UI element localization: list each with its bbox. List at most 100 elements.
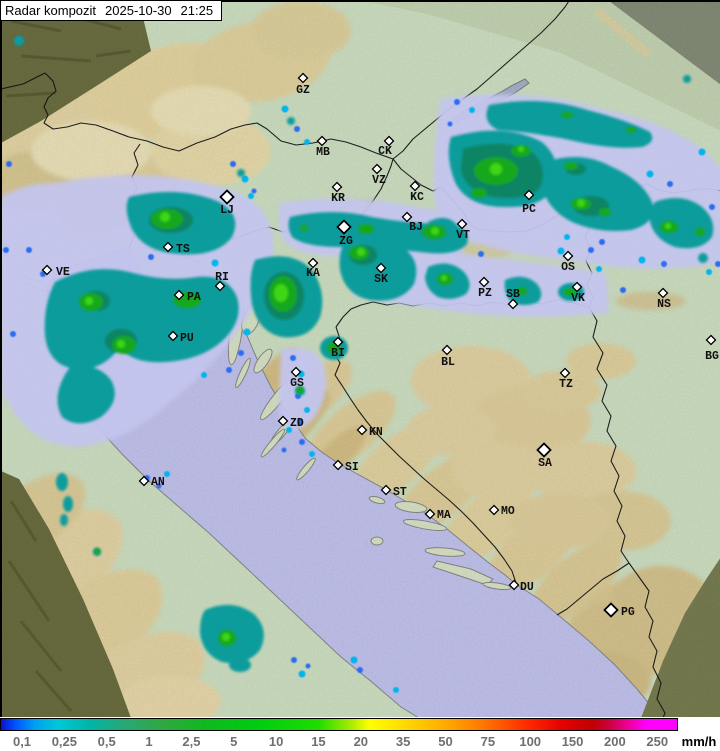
scale-tick: 15 bbox=[311, 734, 326, 749]
city-marker-VZ: VZ bbox=[371, 163, 386, 187]
scale-tick: 75 bbox=[480, 734, 496, 749]
city-label: PU bbox=[180, 332, 194, 345]
scale-tick: 200 bbox=[604, 734, 626, 749]
city-label: LJ bbox=[220, 204, 234, 217]
station-diamond-icon bbox=[536, 442, 552, 458]
city-label: DU bbox=[520, 581, 534, 594]
city-label: BI bbox=[331, 347, 345, 360]
city-label: KN bbox=[369, 426, 383, 439]
scale-tick: 35 bbox=[395, 734, 411, 749]
city-marker-PU: PU bbox=[167, 330, 194, 345]
city-marker-ZD: ZD bbox=[277, 415, 304, 430]
scale-tick: 50 bbox=[438, 734, 453, 749]
scale-tick: 150 bbox=[561, 734, 584, 749]
scale-tick: 20 bbox=[353, 734, 369, 749]
scale-tick: 100 bbox=[519, 734, 542, 749]
city-label: ZD bbox=[290, 417, 304, 430]
city-marker-GS: GS bbox=[290, 366, 304, 390]
station-diamond-icon bbox=[456, 218, 468, 230]
city-label: SB bbox=[506, 288, 520, 301]
station-diamond-icon bbox=[277, 415, 289, 427]
scale-tick: 2,5 bbox=[182, 734, 201, 749]
city-label: MB bbox=[316, 146, 330, 159]
station-diamond-icon bbox=[316, 135, 328, 147]
station-diamond-icon bbox=[657, 287, 669, 299]
city-marker-KA: KA bbox=[306, 257, 320, 280]
city-marker-ZG: ZG bbox=[336, 219, 353, 248]
city-label: SI bbox=[345, 461, 359, 474]
city-label: BJ bbox=[409, 221, 423, 234]
city-marker-KN: KN bbox=[356, 424, 383, 439]
station-diamond-icon bbox=[290, 366, 302, 378]
city-marker-BI: BI bbox=[331, 336, 345, 360]
station-diamond-icon bbox=[167, 330, 179, 342]
radar-map-canvas: VE TS LJ GZ MB KR CK VZ KC BJ VT PC ZG KA SK OS PZ SB VK NS… bbox=[1, 1, 720, 718]
station-diamond-icon bbox=[409, 180, 421, 192]
radar-map: VE TS LJ GZ MB KR CK VZ KC BJ VT PC ZG KA SK OS PZ SB VK NS… bbox=[0, 0, 720, 718]
station-diamond-icon bbox=[603, 602, 619, 618]
city-marker-GZ: GZ bbox=[296, 72, 310, 97]
station-diamond-icon bbox=[424, 508, 436, 520]
city-marker-LJ: LJ bbox=[219, 189, 235, 217]
scale-tick: 0,25 bbox=[51, 734, 77, 749]
city-marker-MB: MB bbox=[316, 135, 330, 159]
city-label: ZG bbox=[339, 235, 353, 248]
city-label: SA bbox=[538, 457, 552, 470]
city-marker-BL: BL bbox=[441, 344, 455, 369]
city-marker-NS: NS bbox=[657, 287, 671, 311]
station-diamond-icon bbox=[41, 264, 53, 276]
city-marker-AN: AN bbox=[138, 475, 165, 489]
app-title: Radar kompozit bbox=[5, 3, 97, 18]
city-marker-TZ: TZ bbox=[559, 367, 573, 391]
city-marker-CK: CK bbox=[378, 135, 395, 158]
city-marker-MA: MA bbox=[424, 508, 451, 522]
city-label: AN bbox=[151, 476, 165, 489]
city-label: KA bbox=[306, 267, 320, 280]
city-label: SK bbox=[374, 273, 388, 286]
city-marker-PG: PG bbox=[603, 602, 635, 619]
city-marker-VK: VK bbox=[571, 281, 585, 305]
station-diamond-icon bbox=[507, 298, 519, 310]
composite-time: 21:25 bbox=[180, 3, 214, 18]
station-diamond-icon bbox=[331, 181, 343, 193]
city-marker-SA: SA bbox=[536, 442, 552, 470]
city-label: TZ bbox=[559, 378, 573, 391]
city-marker-VE: VE bbox=[41, 264, 70, 279]
station-diamond-icon bbox=[375, 262, 387, 274]
city-label: MO bbox=[501, 505, 515, 518]
station-diamond-icon bbox=[562, 250, 574, 262]
station-diamond-icon bbox=[383, 135, 395, 147]
station-diamond-icon bbox=[571, 281, 583, 293]
title-bar: Radar kompozit 2025-10-30 21:25 bbox=[1, 1, 223, 21]
station-diamond-icon bbox=[508, 579, 520, 591]
city-label: RI bbox=[215, 271, 229, 284]
city-label: VT bbox=[456, 229, 470, 242]
city-label: VZ bbox=[372, 174, 386, 187]
station-diamond-icon bbox=[488, 504, 500, 516]
city-marker-DU: DU bbox=[508, 579, 534, 594]
scale-tick: 5 bbox=[230, 734, 238, 749]
city-label: BL bbox=[441, 356, 455, 369]
intensity-legend: 0,1 0,25 0,5 1 2,5 5 10 15 20 35 50 75 100 150 200 250 … bbox=[0, 717, 720, 751]
city-marker-PA: PA bbox=[173, 289, 201, 304]
station-diamond-icon bbox=[523, 189, 535, 201]
station-diamond-icon bbox=[297, 72, 309, 84]
scale-tick: 10 bbox=[268, 734, 284, 749]
scale-tick: 1 bbox=[145, 734, 153, 749]
city-label: OS bbox=[561, 261, 575, 274]
station-diamond-icon bbox=[336, 219, 352, 235]
city-marker-RI: RI bbox=[214, 271, 229, 292]
station-diamond-icon bbox=[559, 367, 571, 379]
city-marker-SB: SB bbox=[506, 288, 520, 310]
composite-date: 2025-10-30 bbox=[105, 3, 172, 18]
city-marker-ST: ST bbox=[380, 484, 407, 499]
city-label: ST bbox=[393, 486, 407, 499]
city-marker-BJ: BJ bbox=[401, 211, 423, 234]
city-markers: VE TS LJ GZ MB KR CK VZ KC BJ VT PC ZG KA SK OS PZ SB VK NS… bbox=[41, 72, 719, 619]
city-marker-OS: OS bbox=[561, 250, 575, 274]
station-diamond-icon bbox=[214, 280, 226, 292]
city-marker-MO: MO bbox=[488, 504, 515, 518]
station-diamond-icon bbox=[162, 241, 174, 253]
station-diamond-icon bbox=[371, 163, 383, 175]
